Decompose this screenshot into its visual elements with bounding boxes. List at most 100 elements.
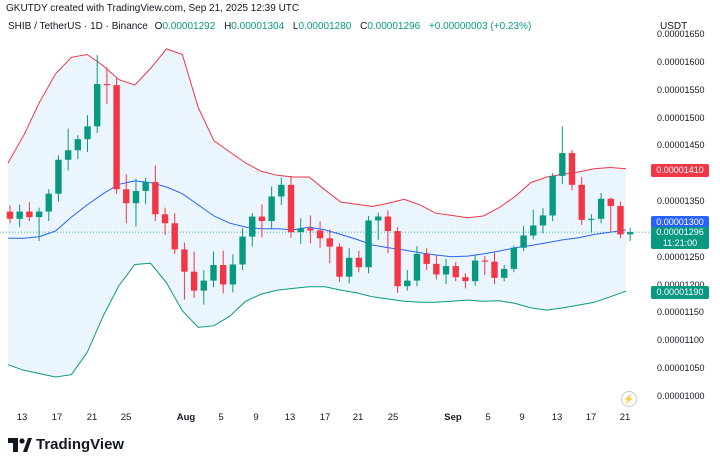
candle-body xyxy=(35,211,43,218)
candle-body xyxy=(588,218,595,220)
candle-body xyxy=(84,126,91,140)
upper-band-price-tag: 0.00001410 xyxy=(651,164,709,177)
candle-body xyxy=(471,260,479,282)
symbol-legend: SHIB / TetherUS · 1D · Binance O0.000012… xyxy=(8,21,531,32)
time-axis-tick: Sep xyxy=(444,412,462,423)
price-axis-tick: 0.00001450 xyxy=(657,140,705,151)
high-value: 0.00001304 xyxy=(231,21,285,32)
candle-body xyxy=(316,230,324,239)
time-axis-tick: Aug xyxy=(176,412,196,423)
time-axis-tick: 13 xyxy=(284,412,296,423)
candle-body xyxy=(26,211,33,218)
candle-body xyxy=(413,253,421,281)
candle-body xyxy=(210,265,217,281)
basis-price-tag: 0.00001300 xyxy=(651,216,709,229)
candle-body xyxy=(578,184,585,220)
candle-body xyxy=(336,246,343,277)
time-axis-tick: 17 xyxy=(319,412,331,423)
candle-body xyxy=(268,196,275,222)
brand-name: TradingView xyxy=(36,436,125,453)
low-value: 0.00001280 xyxy=(298,21,352,32)
candle-body xyxy=(55,159,62,194)
candle-body xyxy=(365,220,372,268)
candle-body xyxy=(287,184,295,233)
lightning-icon[interactable]: ⚡ xyxy=(621,391,637,407)
candle-body xyxy=(123,189,130,204)
candle-body xyxy=(626,232,634,235)
candle-body xyxy=(200,280,207,291)
candle-body xyxy=(307,228,314,231)
last-price-tag: 0.00001296 11:21:00 xyxy=(651,227,709,249)
candle-body xyxy=(142,182,149,191)
price-axis-tick: 0.00001250 xyxy=(657,251,705,262)
low-label: L xyxy=(292,21,299,32)
candle-body xyxy=(530,225,537,236)
candle-body xyxy=(297,228,304,233)
candle-body xyxy=(278,184,285,197)
candle-body xyxy=(433,263,440,275)
bollinger-lower-line xyxy=(7,262,627,378)
open-value: 0.00001292 xyxy=(162,21,216,32)
countdown-timer: 11:21:00 xyxy=(662,238,698,248)
bollinger-band-fill xyxy=(8,48,626,378)
time-axis-tick: 5 xyxy=(218,412,224,423)
price-axis-tick: 0.00001350 xyxy=(657,196,705,207)
candle-body xyxy=(190,271,198,291)
candle-body xyxy=(442,266,450,275)
price-axis-tick: 0.00001650 xyxy=(657,29,705,39)
candle-body xyxy=(520,235,527,248)
candle-body xyxy=(559,153,566,176)
candle-body xyxy=(394,231,401,287)
price-axis-tick: 0.00001050 xyxy=(657,363,705,374)
candle-body xyxy=(258,216,266,222)
price-axis-tick: 0.00001550 xyxy=(657,84,705,95)
candle-body xyxy=(229,264,237,285)
candle-body xyxy=(103,84,111,86)
candle-body xyxy=(94,84,101,127)
candle-body xyxy=(161,214,169,224)
time-axis-tick: 21 xyxy=(86,412,98,423)
candle-body xyxy=(181,249,188,272)
candle-body xyxy=(132,190,140,204)
bollinger-upper-line xyxy=(7,48,627,219)
chart-credit: GKUTDY created with TradingView.com, Sep… xyxy=(6,3,300,14)
close-label: C xyxy=(360,21,368,32)
time-axis-tick: 21 xyxy=(352,412,364,423)
price-axis-tick: 0.00001500 xyxy=(657,112,705,123)
candle-body xyxy=(45,193,52,212)
time-axis-tick: 13 xyxy=(16,412,28,423)
candle-body xyxy=(219,265,227,285)
candle-body xyxy=(6,211,14,219)
candle-body xyxy=(539,215,547,226)
price-axis-tick: 0.00001600 xyxy=(657,56,705,67)
candle-body xyxy=(345,257,353,277)
last-price-value: 0.00001296 xyxy=(656,227,704,237)
candle-body xyxy=(326,238,333,247)
candle-body xyxy=(375,216,382,221)
candle-body xyxy=(404,280,411,287)
candle-body xyxy=(617,205,624,235)
change-value: +0.00000003 (+0.23%) xyxy=(428,21,532,32)
candle-body xyxy=(491,261,498,278)
candle-body xyxy=(384,216,392,232)
close-value: 0.00001296 xyxy=(367,21,421,32)
symbol-label: SHIB / TetherUS · 1D · Binance xyxy=(8,21,148,32)
time-axis-tick: 17 xyxy=(51,412,63,423)
lower-band-price-tag: 0.00001190 xyxy=(651,286,709,299)
candle-body xyxy=(462,277,469,282)
tradingview-logo[interactable]: TradingView xyxy=(8,436,124,453)
currency-label: USDT xyxy=(660,21,688,32)
candle-body xyxy=(113,85,120,190)
price-axis-tick: 0.00001000 xyxy=(657,391,705,401)
tradingview-logo-icon xyxy=(8,437,32,452)
price-axis-tick: 0.00001100 xyxy=(657,335,704,346)
candle-body xyxy=(16,211,23,219)
price-axis-tick: 0.00001150 xyxy=(657,307,704,318)
time-axis-tick: 13 xyxy=(551,412,563,423)
high-label: H xyxy=(224,21,232,32)
time-axis-tick: 21 xyxy=(619,412,631,423)
candle-body xyxy=(607,198,614,206)
candle-body xyxy=(568,153,576,185)
candle-body xyxy=(171,223,178,250)
